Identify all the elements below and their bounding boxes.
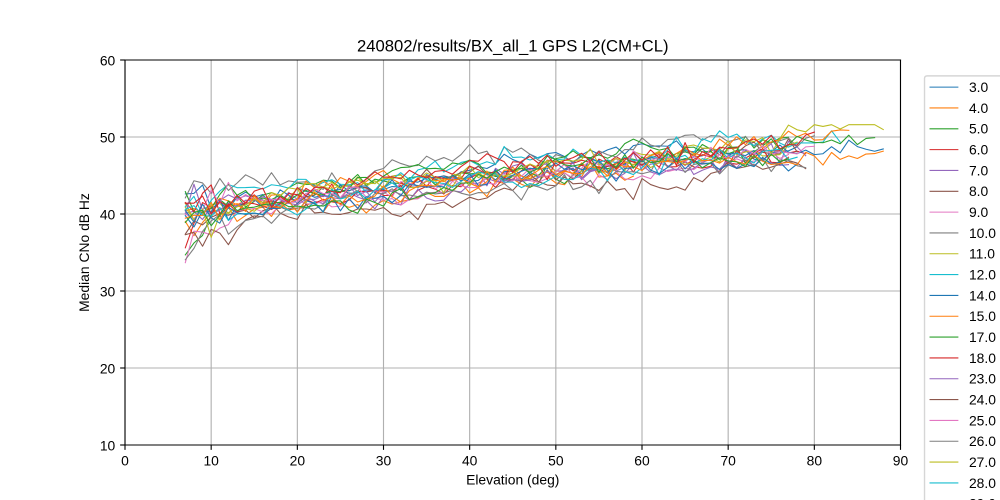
svg-text:50: 50 xyxy=(548,452,564,468)
svg-text:24.0: 24.0 xyxy=(969,391,996,407)
svg-text:40: 40 xyxy=(462,452,478,468)
svg-text:8.0: 8.0 xyxy=(969,183,989,199)
svg-text:27.0: 27.0 xyxy=(969,454,996,470)
svg-text:23.0: 23.0 xyxy=(969,371,996,387)
svg-text:9.0: 9.0 xyxy=(969,204,989,220)
svg-text:5.0: 5.0 xyxy=(969,121,989,137)
svg-text:80: 80 xyxy=(807,452,823,468)
svg-text:40: 40 xyxy=(100,206,116,222)
svg-text:11.0: 11.0 xyxy=(969,246,995,262)
svg-text:6.0: 6.0 xyxy=(969,141,989,157)
svg-text:240802/results/BX_all_1 GPS L2: 240802/results/BX_all_1 GPS L2(CM+CL) xyxy=(357,37,669,56)
svg-text:30: 30 xyxy=(100,283,116,299)
svg-text:15.0: 15.0 xyxy=(969,308,996,324)
svg-text:60: 60 xyxy=(100,52,116,68)
svg-text:26.0: 26.0 xyxy=(969,433,996,449)
svg-text:18.0: 18.0 xyxy=(969,350,996,366)
svg-text:4.0: 4.0 xyxy=(969,100,989,116)
svg-text:14.0: 14.0 xyxy=(969,287,996,303)
svg-text:12.0: 12.0 xyxy=(969,266,996,282)
svg-text:90: 90 xyxy=(893,452,909,468)
svg-text:3.0: 3.0 xyxy=(969,79,989,95)
svg-text:20: 20 xyxy=(290,452,306,468)
svg-text:17.0: 17.0 xyxy=(969,329,996,345)
svg-text:10: 10 xyxy=(100,437,116,453)
svg-text:28.0: 28.0 xyxy=(969,475,996,491)
svg-text:Elevation (deg): Elevation (deg) xyxy=(466,471,559,487)
svg-text:60: 60 xyxy=(634,452,650,468)
svg-text:30: 30 xyxy=(376,452,392,468)
svg-text:25.0: 25.0 xyxy=(969,412,996,428)
svg-text:0: 0 xyxy=(121,452,129,468)
svg-text:29.0: 29.0 xyxy=(969,496,996,500)
svg-text:50: 50 xyxy=(100,129,116,145)
svg-text:10.0: 10.0 xyxy=(969,225,996,241)
svg-text:70: 70 xyxy=(720,452,736,468)
svg-text:7.0: 7.0 xyxy=(969,162,989,178)
svg-text:10: 10 xyxy=(203,452,219,468)
svg-text:Median CNo dB Hz: Median CNo dB Hz xyxy=(76,193,92,312)
svg-text:20: 20 xyxy=(100,360,116,376)
